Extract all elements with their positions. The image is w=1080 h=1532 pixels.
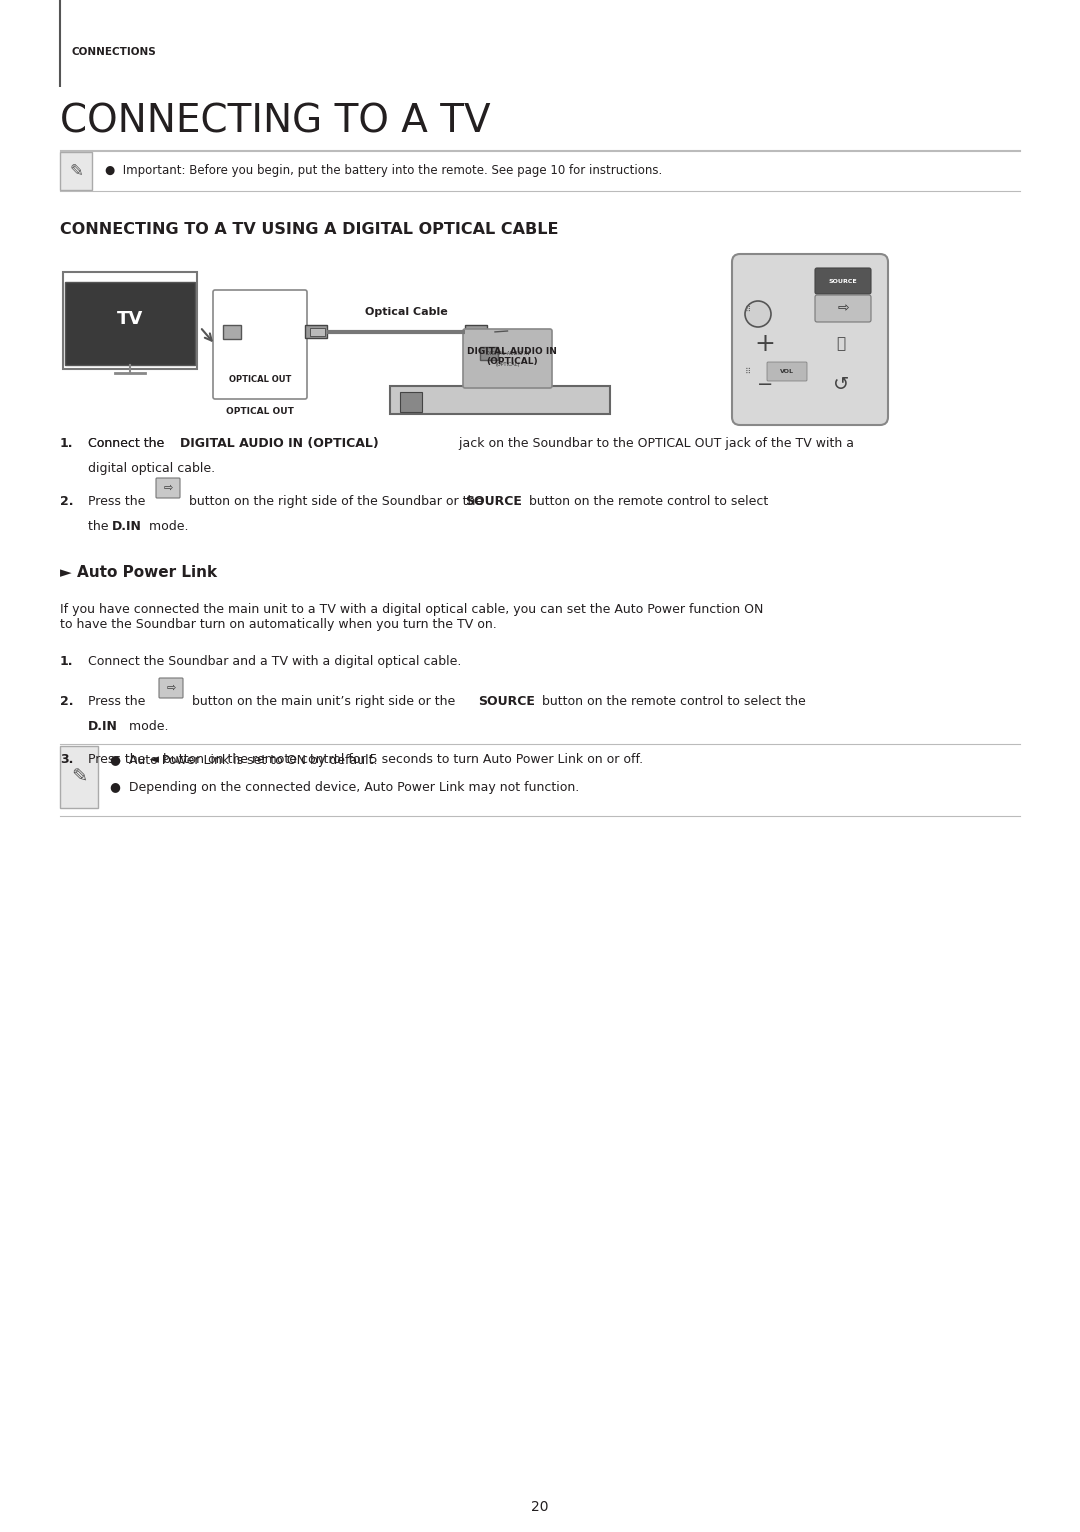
Text: ⠿: ⠿: [745, 366, 751, 375]
Text: CONNECTING TO A TV USING A DIGITAL OPTICAL CABLE: CONNECTING TO A TV USING A DIGITAL OPTIC…: [60, 222, 558, 237]
Text: SOURCE: SOURCE: [478, 696, 535, 708]
Text: ✎: ✎: [71, 768, 87, 786]
Text: button on the remote control to select: button on the remote control to select: [525, 495, 768, 509]
Text: D.IN: D.IN: [112, 519, 141, 533]
Text: ► Auto Power Link: ► Auto Power Link: [60, 565, 217, 581]
Text: jack on the Soundbar to the OPTICAL OUT jack of the TV with a: jack on the Soundbar to the OPTICAL OUT …: [455, 437, 854, 450]
Text: Connect the: Connect the: [87, 437, 168, 450]
FancyBboxPatch shape: [305, 325, 327, 339]
Text: ⇨: ⇨: [163, 483, 173, 493]
FancyBboxPatch shape: [213, 290, 307, 398]
FancyBboxPatch shape: [60, 746, 98, 807]
FancyBboxPatch shape: [310, 328, 325, 336]
FancyBboxPatch shape: [767, 362, 807, 381]
Text: 2.: 2.: [60, 696, 73, 708]
FancyBboxPatch shape: [159, 679, 183, 699]
FancyBboxPatch shape: [222, 325, 241, 339]
Text: OPTICAL OUT: OPTICAL OUT: [226, 408, 294, 417]
Text: CONNECTIONS: CONNECTIONS: [72, 47, 157, 57]
Text: Connect the: Connect the: [87, 437, 168, 450]
Text: SOURCE: SOURCE: [465, 495, 522, 509]
FancyBboxPatch shape: [60, 152, 92, 190]
Text: ●  Important: Before you begin, put the battery into the remote. See page 10 for: ● Important: Before you begin, put the b…: [105, 164, 662, 176]
Text: OPTICAL OUT: OPTICAL OUT: [229, 374, 292, 383]
Text: VOL: VOL: [780, 369, 794, 374]
FancyBboxPatch shape: [65, 282, 195, 365]
Text: mode.: mode.: [145, 519, 189, 533]
Text: +: +: [755, 332, 775, 355]
FancyBboxPatch shape: [465, 325, 487, 339]
FancyBboxPatch shape: [732, 254, 888, 424]
Text: 1.: 1.: [60, 437, 73, 450]
Text: 3.: 3.: [60, 754, 73, 766]
Text: 1.: 1.: [60, 656, 73, 668]
Text: Connect the Soundbar and a TV with a digital optical cable.: Connect the Soundbar and a TV with a dig…: [87, 656, 461, 668]
FancyBboxPatch shape: [815, 296, 870, 322]
Text: button on the main unit’s right side or the: button on the main unit’s right side or …: [188, 696, 459, 708]
Text: CONNECTING TO A TV: CONNECTING TO A TV: [60, 103, 490, 139]
Text: mode.: mode.: [125, 720, 168, 732]
FancyArrowPatch shape: [202, 329, 212, 340]
Text: the: the: [87, 519, 112, 533]
Text: ↺: ↺: [833, 374, 849, 394]
FancyBboxPatch shape: [390, 386, 610, 414]
Text: Press the: Press the: [87, 696, 146, 708]
Text: DIGITAL AUDIO IN
(OPTICAL): DIGITAL AUDIO IN (OPTICAL): [467, 346, 557, 366]
Text: SOURCE: SOURCE: [828, 279, 858, 283]
FancyBboxPatch shape: [463, 329, 552, 388]
Text: ⇨: ⇨: [166, 683, 176, 692]
Text: −: −: [757, 374, 773, 394]
Text: 20: 20: [531, 1500, 549, 1514]
Text: digital optical cable.: digital optical cable.: [87, 463, 215, 475]
Text: 2.: 2.: [60, 495, 73, 509]
Text: TV: TV: [117, 309, 144, 328]
Text: D.IN: D.IN: [87, 720, 118, 732]
Text: DIGITAL AUDIO IN (OPTICAL): DIGITAL AUDIO IN (OPTICAL): [180, 437, 379, 450]
FancyBboxPatch shape: [400, 392, 422, 412]
Text: ⠿: ⠿: [745, 305, 751, 314]
Text: button on the remote control to select the: button on the remote control to select t…: [538, 696, 806, 708]
FancyBboxPatch shape: [815, 268, 870, 294]
Text: ✎: ✎: [69, 162, 83, 179]
Text: (OPTICAL): (OPTICAL): [496, 362, 519, 368]
FancyBboxPatch shape: [480, 348, 498, 360]
Text: ●  Depending on the connected device, Auto Power Link may not function.: ● Depending on the connected device, Aut…: [110, 781, 579, 794]
Text: ⇨: ⇨: [837, 302, 849, 316]
Text: Press the: Press the: [87, 495, 146, 509]
Text: Press the ◄ button on the remote control for 5 seconds to turn Auto Power Link o: Press the ◄ button on the remote control…: [87, 754, 643, 766]
Text: ●  Auto Power Link is set to ON by default.: ● Auto Power Link is set to ON by defaul…: [110, 754, 378, 768]
Text: Optical Cable: Optical Cable: [365, 306, 447, 317]
Text: DIGITAL AUDIO IN: DIGITAL AUDIO IN: [486, 351, 529, 355]
Text: 🎤: 🎤: [836, 337, 846, 351]
Circle shape: [745, 300, 771, 326]
FancyBboxPatch shape: [156, 478, 180, 498]
Text: button on the right side of the Soundbar or the: button on the right side of the Soundbar…: [185, 495, 487, 509]
Text: If you have connected the main unit to a TV with a digital optical cable, you ca: If you have connected the main unit to a…: [60, 604, 764, 631]
